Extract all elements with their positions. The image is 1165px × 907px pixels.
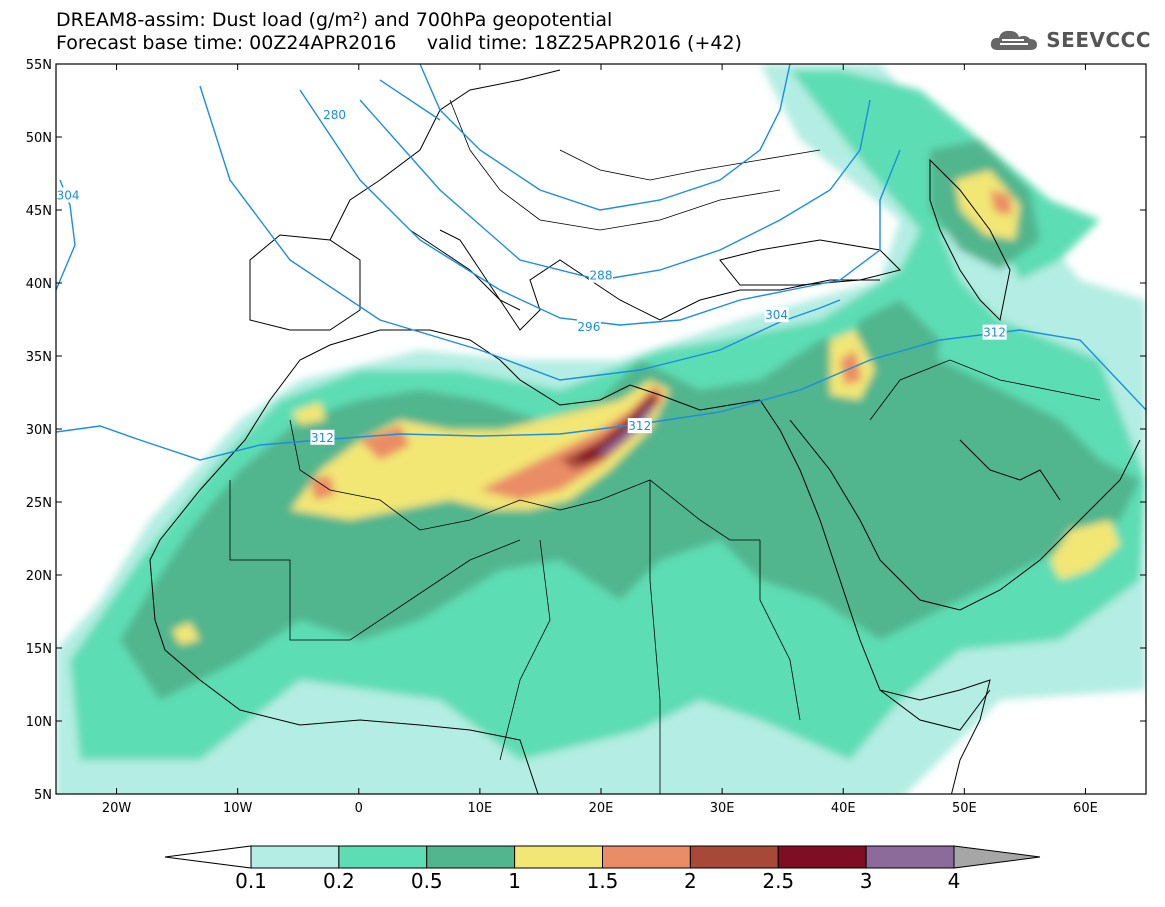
contour-label-bg (322, 107, 347, 123)
contour-label: 312 (983, 326, 1006, 340)
x-tick-label: 60E (1073, 801, 1098, 816)
colorbar-low-tip (164, 845, 252, 869)
colorbar: 0.1 0.2 0.5 1 1.5 2 2.5 3 4 (164, 845, 1041, 893)
colorbar-label: 3 (860, 869, 873, 893)
y-tick-label: 45N (26, 204, 52, 219)
x-tick-label: 20W (102, 801, 132, 816)
x-tick-label: 50E (952, 801, 977, 816)
coastlines (149, 69, 1141, 794)
contour-label: 304 (57, 188, 80, 202)
seevccc-logo: SEEVCCC (988, 22, 1151, 58)
colorbar-label: 1.5 (587, 869, 619, 893)
colorbar-box (777, 845, 867, 869)
contour-label-bg (589, 267, 613, 283)
x-tick-label: 10W (223, 801, 253, 816)
contour-labels: 280 304 288 296 304 312 312 312 (56, 107, 1007, 445)
contour-label-bg (982, 324, 1007, 340)
x-tick-label: 30E (710, 801, 735, 816)
y-tick-label: 5N (34, 788, 52, 803)
colorbar-label: 0.2 (323, 869, 355, 893)
colorbar-high-tip (953, 845, 1041, 869)
y-tick-label: 20N (26, 569, 52, 584)
contour-label: 304 (765, 308, 788, 322)
contour-label: 312 (311, 431, 334, 445)
colorbar-box (689, 845, 779, 869)
y-tick-label: 35N (26, 350, 52, 365)
colorbar-label: 0.1 (235, 869, 267, 893)
colorbar-box (426, 845, 516, 869)
colorbar-label: 1 (508, 869, 521, 893)
longitude-ticks: 20W 10W 0 10E 20E 30E 40E 50E 60E (102, 64, 1098, 816)
x-tick-label: 0 (355, 801, 363, 816)
y-tick-label: 10N (26, 715, 52, 730)
colorbar-label: 0.5 (411, 869, 443, 893)
colorbar-box (514, 845, 603, 869)
colorbar-box (338, 845, 428, 869)
colorbar-box (602, 845, 691, 869)
contour-label-bg (310, 429, 335, 445)
map-subtitle: Forecast base time: 00Z24APR2016 valid t… (56, 32, 742, 54)
y-tick-label: 50N (26, 131, 52, 146)
y-tick-label: 40N (26, 277, 52, 292)
cloud-icon (991, 30, 1038, 50)
y-tick-label: 55N (26, 58, 52, 73)
colorbar-label: 2 (684, 869, 697, 893)
x-tick-label: 10E (468, 801, 493, 816)
contour-label-bg (764, 307, 789, 323)
colorbar-box (865, 845, 955, 869)
colorbar-label: 4 (948, 869, 961, 893)
x-tick-label: 20E (589, 801, 614, 816)
colorbar-box (250, 845, 340, 869)
y-tick-label: 30N (26, 423, 52, 438)
map-title: DREAM8-assim: Dust load (g/m²) and 700hP… (56, 9, 613, 31)
latitude-ticks: 55N 50N 45N 40N 35N 30N 25N 20N 15N 10N 5N (26, 58, 1146, 803)
contour-label: 280 (323, 108, 346, 122)
x-tick-label: 40E (831, 801, 856, 816)
colorbar-label: 2.5 (762, 869, 794, 893)
geopotential-contours (56, 64, 1146, 461)
contour-label: 288 (590, 269, 613, 283)
contour-label-bg (56, 187, 81, 203)
contour-label-bg (576, 318, 601, 334)
contour-label: 296 (577, 320, 600, 334)
y-tick-label: 25N (26, 496, 52, 511)
contour-label: 312 (628, 419, 651, 433)
y-tick-label: 15N (26, 642, 52, 657)
contour-label-bg (627, 418, 652, 434)
logo-text: SEEVCCC (1046, 28, 1151, 52)
